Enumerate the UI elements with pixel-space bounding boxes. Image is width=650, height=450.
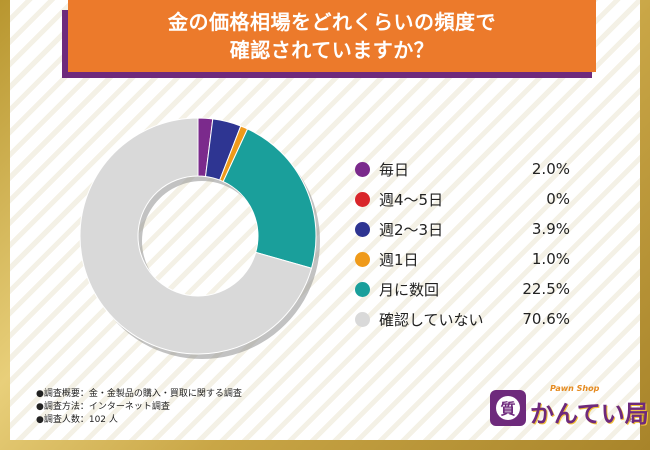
donut-slice-4 <box>222 128 317 269</box>
logo-name: かんてい局 <box>530 400 649 428</box>
survey-note-count: ●調査人数：102 人 <box>36 415 118 425</box>
logo-mark-glyph: 質 <box>496 396 520 420</box>
legend-label: 週2〜3日 <box>379 220 444 239</box>
legend-value: 2.0% <box>531 160 570 178</box>
legend-value: 0% <box>546 190 570 208</box>
legend-item: 確認していない 70.6% <box>355 304 570 334</box>
logo-subtitle: Pawn Shop <box>550 384 600 393</box>
legend-label: 月に数回 <box>379 280 440 299</box>
legend-item: 週4〜5日 0% <box>355 184 570 214</box>
title-line-1: 金の価格相場をどれくらいの頻度で <box>168 10 496 34</box>
registered-mark: ® <box>628 416 635 424</box>
legend-label: 週1日 <box>379 250 419 269</box>
title-line-2: 確認されていますか？ <box>229 38 435 62</box>
legend-label: 確認していない <box>379 310 484 329</box>
legend-item: 月に数回 22.5% <box>355 274 570 304</box>
legend-value: 22.5% <box>522 280 570 298</box>
donut-chart <box>79 117 321 359</box>
legend-item: 週2〜3日 3.9% <box>355 214 570 244</box>
legend-swatch <box>355 281 370 297</box>
legend-label: 毎日 <box>379 160 410 179</box>
title-banner: 金の価格相場をどれくらいの頻度で 確認されていますか？ <box>68 0 596 72</box>
legend-item: 毎日 2.0% <box>355 154 570 184</box>
pawn-mark-icon: 質 <box>490 390 526 426</box>
legend-item: 週1日 1.0% <box>355 244 570 274</box>
legend-swatch <box>355 161 370 177</box>
legend-swatch <box>355 311 370 327</box>
survey-notes: ●調査概要：金・金製品の購入・買取に関する調査 ●調査方法：インターネット調査 … <box>36 388 242 427</box>
survey-note-method: ●調査方法：インターネット調査 <box>36 402 170 412</box>
chart-frame: 金の価格相場をどれくらいの頻度で 確認されていますか？ 毎日 2.0% 週4〜5日 0… <box>10 0 649 440</box>
legend-value: 1.0% <box>531 250 570 268</box>
legend-swatch <box>355 191 370 207</box>
legend-swatch <box>355 221 370 237</box>
legend-value: 70.6% <box>522 310 570 328</box>
chart-legend: 毎日 2.0% 週4〜5日 0% 週2〜3日 3.9% 週1日 1.0% 月に数回 22.5% 確認… <box>355 154 570 334</box>
kanteikyoku-logo: 質 Pawn Shop かんてい局 ® <box>490 382 649 432</box>
legend-label: 週4〜5日 <box>379 190 444 209</box>
donut-slice-5 <box>79 117 313 355</box>
survey-note-summary: ●調査概要：金・金製品の購入・買取に関する調査 <box>36 389 242 399</box>
legend-swatch <box>355 251 370 267</box>
legend-value: 3.9% <box>531 220 570 238</box>
